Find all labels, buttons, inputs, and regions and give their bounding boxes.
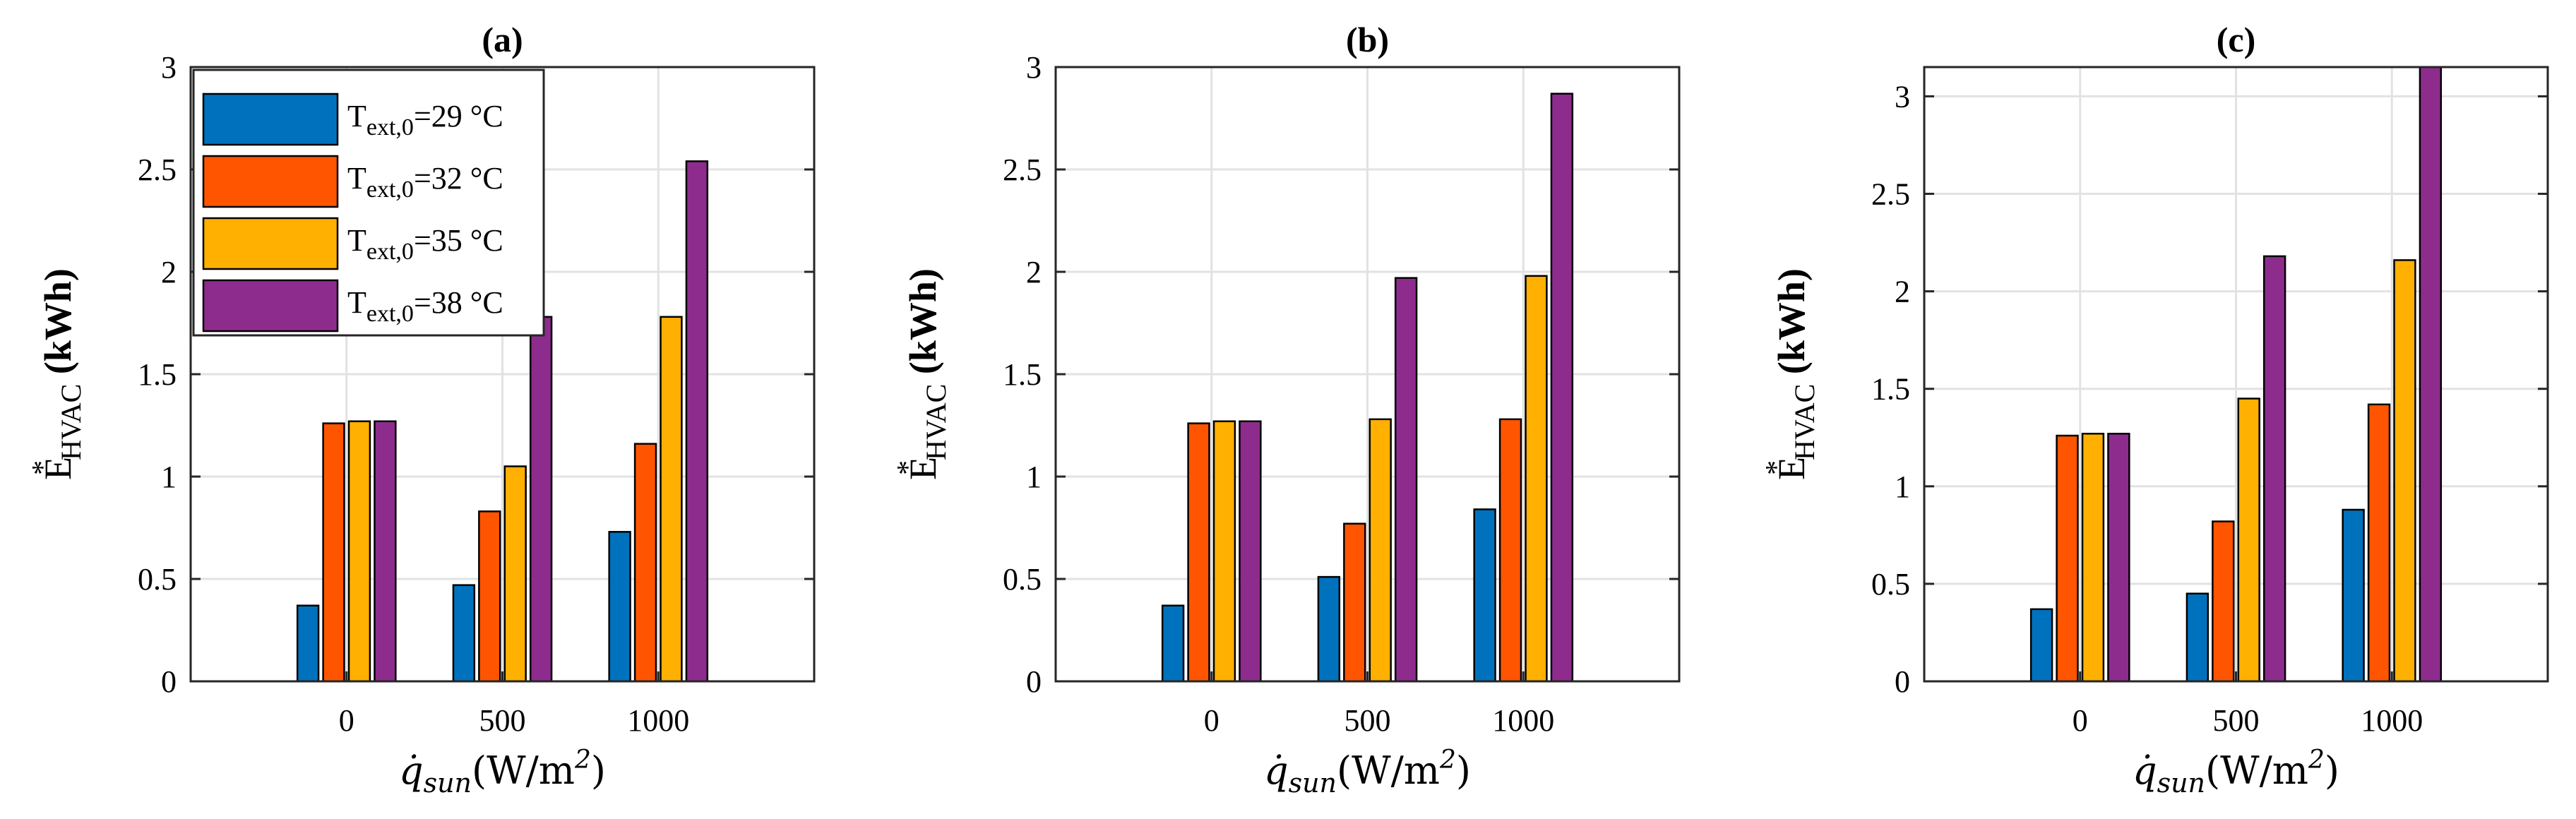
y-tick-label: 3: [1895, 79, 1910, 114]
panel-title: (c): [2217, 20, 2256, 59]
bar-series3-1000: [1525, 275, 1548, 683]
legend: Text,0=29 °C Text,0=32 °C Text,0=35 °C Text…: [192, 68, 545, 337]
y-axis-label: E*HVAC (kWh): [1760, 268, 1820, 480]
legend-swatch: [202, 279, 339, 333]
bar-series1-0: [1161, 604, 1185, 683]
bar-series3-1000: [2393, 259, 2416, 683]
y-tick-label: 0.5: [138, 562, 177, 597]
bar-series3-1000: [660, 316, 683, 683]
y-tick-label: 1: [161, 460, 177, 494]
y-tick-label: 0: [161, 664, 177, 699]
y-tick-label: 1.5: [138, 357, 177, 392]
bar-series4-0: [374, 420, 397, 683]
bar-series1-500: [452, 584, 476, 683]
x-tick-label: 1000: [1492, 703, 1554, 738]
legend-swatch: [202, 92, 339, 146]
legend-label: Text,0=38 °C: [347, 285, 503, 327]
bar-series2-0: [322, 422, 345, 683]
y-tick-label: 1.5: [1003, 357, 1042, 392]
bar-series3-0: [2081, 432, 2105, 683]
bar-series2-500: [478, 510, 501, 683]
bar-series1-1000: [2342, 508, 2365, 683]
y-tick-label: 1: [1026, 460, 1042, 494]
y-tick-label: 1: [1895, 470, 1910, 504]
x-tick-label: 500: [479, 703, 526, 738]
x-tick-label: 500: [2213, 703, 2260, 738]
bar-series2-1000: [1498, 418, 1522, 683]
x-tick-label: 1000: [627, 703, 689, 738]
bar-series4-1000: [685, 160, 709, 683]
y-tick-label: 0: [1026, 664, 1042, 699]
bar-series4-500: [529, 316, 553, 683]
panel-title: (b): [1346, 20, 1389, 59]
bar-series1-500: [2186, 592, 2210, 683]
y-tick-label: 0: [1895, 664, 1910, 699]
y-tick-label: 0.5: [1003, 562, 1042, 597]
bar-series3-500: [1368, 418, 1392, 683]
x-axis-label: q̇sun(W/m2): [2133, 746, 2339, 799]
y-tick-label: 2: [161, 255, 177, 289]
y-tick-label: 2.5: [138, 153, 177, 187]
legend-swatch: [202, 217, 339, 270]
chart-panel-2: 0 0.5 1 1.5 2 2.5 3 0 500 1000 (b) q̇sun(W/m2) E*HVA…: [892, 20, 1681, 799]
bar-series4-500: [2262, 255, 2286, 683]
y-tick-label: 2: [1026, 255, 1042, 289]
y-tick-label: 3: [161, 50, 177, 85]
bar-series3-500: [503, 465, 527, 683]
bar-series1-500: [1317, 575, 1341, 683]
y-tick-label: 1.5: [1871, 372, 1910, 407]
bar-series4-500: [1394, 277, 1418, 683]
bar-series2-0: [1187, 422, 1210, 683]
bar-series2-500: [2212, 520, 2235, 683]
y-tick-label: 2: [1895, 275, 1910, 309]
legend-label: Text,0=29 °C: [347, 99, 503, 141]
panel-title: (a): [482, 20, 523, 59]
y-tick-label: 2.5: [1871, 177, 1910, 212]
bar-series4-0: [2107, 432, 2130, 683]
x-tick-label: 0: [2073, 703, 2088, 738]
bar-series2-1000: [2367, 403, 2391, 683]
legend-label: Text,0=32 °C: [347, 161, 503, 203]
bar-series3-0: [347, 420, 371, 683]
x-axis-label: q̇sun(W/m2): [1264, 746, 1471, 799]
x-axis-label: q̇sun(W/m2): [399, 746, 606, 799]
bar-series1-1000: [1473, 508, 1496, 683]
bar-series4-1000: [2419, 66, 2443, 683]
legend-swatch: [202, 155, 339, 208]
x-tick-label: 1000: [2361, 703, 2423, 738]
legend-label: Text,0=35 °C: [347, 223, 503, 265]
bar-series4-0: [1239, 420, 1262, 683]
chart-panel-3: 0 0.5 1 1.5 2 2.5 3 0 500 1000 (c) q̇sun(W/m2) E*HVA…: [1760, 20, 2549, 799]
x-tick-label: 0: [339, 703, 354, 738]
bar-series2-0: [2056, 434, 2079, 683]
bar-series4-1000: [1550, 92, 1574, 683]
y-tick-label: 0.5: [1871, 567, 1910, 602]
bar-series3-500: [2237, 397, 2260, 683]
bar-series1-0: [2029, 608, 2053, 683]
y-axis-label: E*HVAC (kWh): [892, 268, 952, 480]
y-axis-label: E*HVAC (kWh): [27, 268, 87, 480]
x-tick-label: 0: [1204, 703, 1220, 738]
y-tick-label: 3: [1026, 50, 1042, 85]
x-tick-label: 500: [1344, 703, 1391, 738]
bar-series2-1000: [633, 443, 657, 683]
bar-series3-0: [1212, 420, 1236, 683]
bar-series1-1000: [608, 531, 631, 683]
bar-series1-0: [296, 604, 320, 683]
y-tick-label: 2.5: [1003, 153, 1042, 187]
bar-series2-500: [1343, 522, 1366, 683]
